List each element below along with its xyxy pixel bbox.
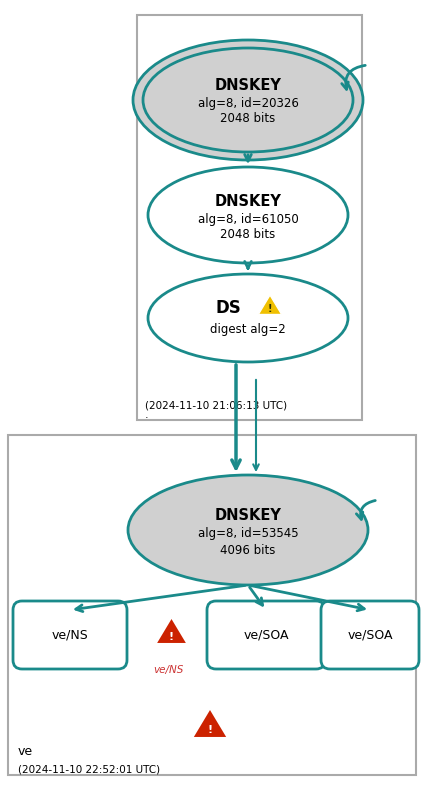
Polygon shape — [192, 708, 228, 738]
Text: ve/SOA: ve/SOA — [347, 629, 393, 641]
Text: 2048 bits: 2048 bits — [220, 228, 276, 240]
Text: .: . — [145, 410, 149, 420]
Text: digest alg=2: digest alg=2 — [210, 323, 286, 337]
Ellipse shape — [148, 167, 348, 263]
Text: alg=8, id=61050: alg=8, id=61050 — [198, 213, 298, 225]
Text: (2024-11-10 22:52:01 UTC): (2024-11-10 22:52:01 UTC) — [18, 765, 160, 775]
FancyBboxPatch shape — [207, 601, 325, 669]
Text: 2048 bits: 2048 bits — [220, 112, 276, 126]
Text: DNSKEY: DNSKEY — [215, 78, 282, 93]
FancyBboxPatch shape — [8, 435, 416, 775]
Polygon shape — [155, 617, 188, 644]
Ellipse shape — [133, 40, 363, 160]
Ellipse shape — [128, 475, 368, 585]
Text: DNSKEY: DNSKEY — [215, 507, 282, 523]
Text: ve: ve — [18, 745, 33, 758]
Text: !: ! — [169, 632, 174, 642]
Text: alg=8, id=20326: alg=8, id=20326 — [198, 97, 298, 111]
Text: ve/NS: ve/NS — [153, 665, 183, 675]
Text: alg=8, id=53545: alg=8, id=53545 — [198, 528, 298, 541]
Text: (2024-11-10 21:06:13 UTC): (2024-11-10 21:06:13 UTC) — [145, 400, 287, 410]
Text: DNSKEY: DNSKEY — [215, 193, 282, 209]
Ellipse shape — [143, 48, 353, 152]
Text: DS: DS — [215, 299, 241, 317]
Text: !: ! — [268, 305, 272, 314]
Text: !: ! — [207, 725, 212, 735]
Text: ve/NS: ve/NS — [52, 629, 88, 641]
FancyBboxPatch shape — [137, 15, 362, 420]
Ellipse shape — [148, 274, 348, 362]
FancyBboxPatch shape — [321, 601, 419, 669]
Polygon shape — [258, 295, 282, 315]
FancyBboxPatch shape — [13, 601, 127, 669]
Text: ve/SOA: ve/SOA — [243, 629, 289, 641]
Text: 4096 bits: 4096 bits — [220, 543, 276, 557]
